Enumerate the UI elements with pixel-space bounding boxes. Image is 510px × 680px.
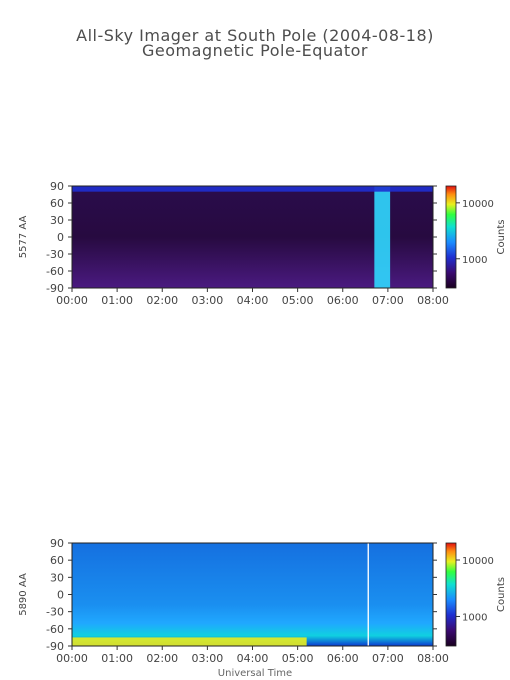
y-tick-label-2-6: -60 <box>46 623 64 636</box>
heatmap-2-field <box>72 543 433 646</box>
x-tick-label-2-4: 03:00 <box>192 652 224 665</box>
y-tick-label-1-4: 0 <box>57 231 64 244</box>
y-axis-label-2: 5890 AA <box>18 573 29 616</box>
x-tick-label-2-5: 04:00 <box>237 652 269 665</box>
colorbar-tick-label-1-2: 1000 <box>462 255 487 266</box>
y-tick-label-1-2: 60 <box>50 197 64 210</box>
y-tick-label-2-7: -90 <box>46 640 64 653</box>
y-tick-label-2-1: 90 <box>50 537 64 550</box>
y-tick-label-2-5: -30 <box>46 606 64 619</box>
y-tick-label-1-7: -90 <box>46 282 64 295</box>
colorbar-1 <box>445 185 457 289</box>
colorbar-2 <box>445 542 457 647</box>
heatmap-2-feature-1 <box>72 637 307 646</box>
y-axis-label-1: 5577 AA <box>18 216 29 259</box>
heatmap-1-feature-1 <box>374 186 391 288</box>
y-tick-label-1-6: -60 <box>46 265 64 278</box>
chart-title-line2: Geomagnetic Pole-Equator <box>142 41 368 60</box>
x-tick-label-1-7: 06:00 <box>327 294 359 307</box>
y-tick-label-1-1: 90 <box>50 180 64 193</box>
colorbar-tick-label-2-1: 10000 <box>462 556 494 567</box>
colorbar-label-1: Counts <box>496 220 507 255</box>
y-tick-label-1-5: -30 <box>46 248 64 261</box>
x-tick-label-2-6: 05:00 <box>282 652 314 665</box>
x-tick-label-1-2: 01:00 <box>101 294 133 307</box>
x-tick-label-1-5: 04:00 <box>237 294 269 307</box>
x-tick-label-2-1: 00:00 <box>56 652 88 665</box>
x-axis-title: Universal Time <box>217 668 293 679</box>
heatmap-1-feature-2 <box>72 186 433 192</box>
x-tick-label-2-2: 01:00 <box>101 652 133 665</box>
colorbar-tick-label-2-2: 1000 <box>462 612 487 623</box>
y-tick-label-2-2: 60 <box>50 554 64 567</box>
x-tick-label-1-4: 03:00 <box>192 294 224 307</box>
x-tick-label-1-6: 05:00 <box>282 294 314 307</box>
y-tick-label-2-3: 30 <box>50 571 64 584</box>
x-tick-label-1-9: 08:00 <box>417 294 449 307</box>
colorbar-tick-label-1-1: 10000 <box>462 199 494 210</box>
x-tick-label-2-8: 07:00 <box>372 652 404 665</box>
x-tick-label-2-3: 02:00 <box>146 652 178 665</box>
heatmap-1-field <box>72 186 433 288</box>
chart-title-line1: All-Sky Imager at South Pole (2004-08-18… <box>76 26 434 45</box>
x-tick-label-1-8: 07:00 <box>372 294 404 307</box>
x-tick-label-2-9: 08:00 <box>417 652 449 665</box>
y-tick-label-1-3: 30 <box>50 214 64 227</box>
y-tick-label-2-4: 0 <box>57 589 64 602</box>
colorbar-label-2: Counts <box>496 577 507 612</box>
x-tick-label-1-1: 00:00 <box>56 294 88 307</box>
x-tick-label-2-7: 06:00 <box>327 652 359 665</box>
heatmap-2-feature-2 <box>367 543 369 646</box>
x-tick-label-1-3: 02:00 <box>146 294 178 307</box>
